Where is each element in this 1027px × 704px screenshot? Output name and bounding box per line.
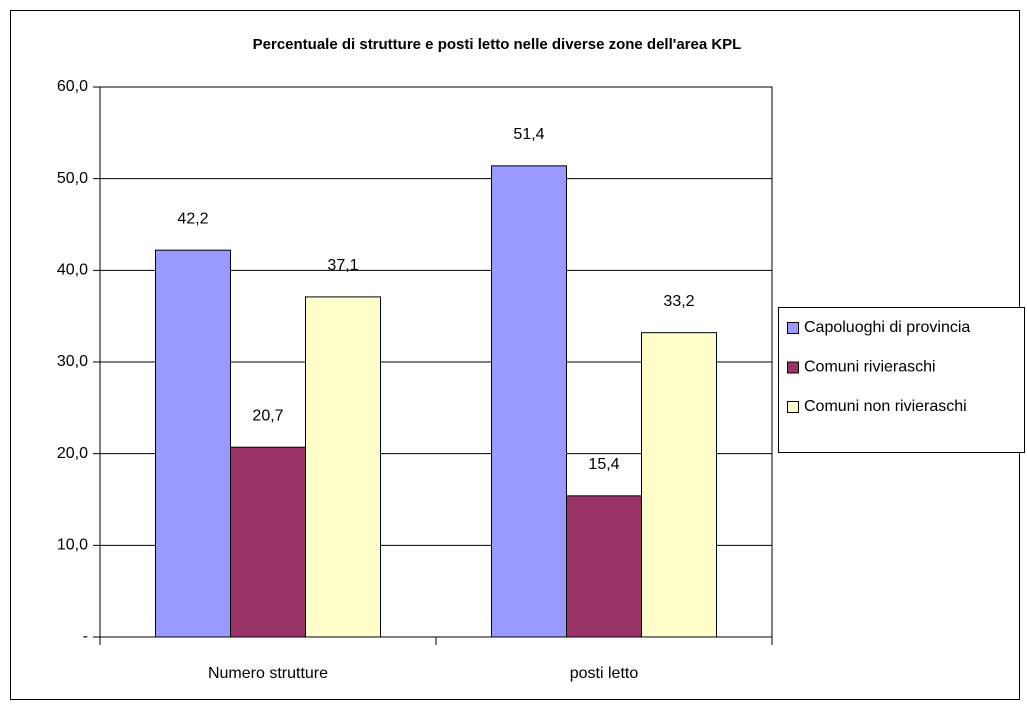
- y-tick-label: 30,0: [57, 353, 88, 370]
- legend-label: Comuni rivieraschi: [804, 359, 936, 376]
- bar: [230, 446, 306, 638]
- bar: [304, 296, 381, 638]
- data-label: 37,1: [327, 257, 358, 274]
- y-tick-label: -: [83, 628, 88, 645]
- y-tick-label: 40,0: [57, 262, 88, 279]
- y-tick-label: 60,0: [57, 78, 88, 95]
- y-tick-label: 10,0: [57, 537, 88, 554]
- data-label: 20,7: [252, 407, 283, 424]
- data-label: 42,2: [177, 210, 208, 227]
- bar: [566, 495, 642, 638]
- legend-swatch: [787, 401, 799, 413]
- data-label: 15,4: [588, 456, 619, 473]
- y-tick-label: 50,0: [57, 170, 88, 187]
- chart-title: Percentuale di strutture e posti letto n…: [253, 36, 742, 53]
- bar: [640, 332, 717, 638]
- legend-box: [778, 307, 1025, 453]
- legend-swatch: [787, 361, 799, 374]
- y-tick-label: 20,0: [57, 445, 88, 462]
- bar: [155, 249, 232, 638]
- x-tick-label: posti letto: [570, 665, 639, 682]
- legend-label: Comuni non rivieraschi: [804, 398, 967, 415]
- data-label: 33,2: [663, 293, 694, 310]
- data-label: 51,4: [513, 126, 544, 143]
- legend-label: Capoluoghi di provincia: [804, 319, 970, 336]
- bar: [491, 165, 568, 638]
- x-tick-label: Numero strutture: [208, 665, 328, 682]
- legend-swatch: [787, 322, 799, 334]
